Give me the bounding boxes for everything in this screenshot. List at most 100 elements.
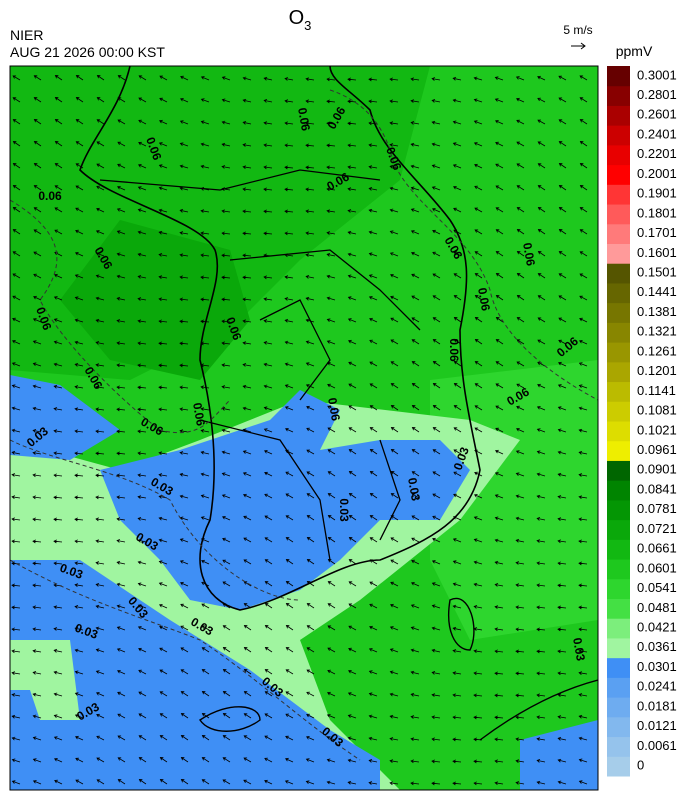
colorbar-swatch	[607, 85, 630, 106]
colorbar-swatch	[607, 578, 630, 599]
colorbar-swatch	[607, 125, 630, 146]
colorbar-swatch	[607, 184, 630, 205]
field-region	[10, 375, 120, 460]
colorbar-label: 0.0121	[637, 718, 677, 733]
wind-reference: 5 m/s	[563, 23, 592, 37]
contour-label: 0.03	[570, 637, 588, 663]
colorbar-label: 0.0841	[637, 481, 677, 496]
colorbar-swatch	[607, 677, 630, 698]
contour-label: 0.06	[520, 242, 538, 268]
colorbar-label: 0.1801	[637, 205, 677, 220]
colorbar-swatch	[607, 756, 630, 777]
colorbar-swatch	[607, 440, 630, 461]
colorbar-label: 0.1321	[637, 324, 677, 339]
colorbar-label: 0.1261	[637, 343, 677, 358]
colorbar-label: 0.2601	[637, 107, 677, 122]
colorbar-label: 0.1601	[637, 245, 677, 260]
colorbar-swatch	[607, 736, 630, 757]
colorbar-label: 0.1701	[637, 225, 677, 240]
colorbar-swatch	[607, 539, 630, 560]
colorbar-swatch	[607, 302, 630, 323]
colorbar-label: 0.0601	[637, 560, 677, 575]
colorbar-label: 0.1441	[637, 284, 677, 299]
colorbar-swatch	[607, 282, 630, 304]
colorbar-swatch	[607, 618, 630, 639]
colorbar-swatch	[607, 460, 630, 481]
colorbar-swatch	[607, 361, 630, 383]
wind-reference-arrow	[571, 42, 586, 50]
contour-label: 0.06	[475, 287, 493, 313]
map-frame	[9, 65, 599, 791]
colorbar-label: 0.0661	[637, 541, 677, 556]
contour-label: 0.06	[447, 338, 461, 362]
colorbar-label: 0.0361	[637, 639, 677, 654]
colorbar-label: 0.0481	[637, 600, 677, 615]
contour-label: 0.06	[38, 189, 62, 203]
colorbar-swatch	[607, 716, 630, 738]
colorbar-swatch	[607, 598, 630, 619]
contour-label: 0.06	[295, 107, 313, 133]
contour-label: 0.03	[405, 477, 423, 503]
colorbar-swatch	[607, 144, 630, 166]
field-region	[10, 560, 380, 790]
field-region	[10, 640, 80, 720]
field-region	[100, 390, 470, 610]
colorbar: 0 0.0061 0.0121 0.0181 0.0241 0.0301 0.0361 0.0…	[607, 66, 677, 777]
colorbar-label: 0.0961	[637, 442, 677, 457]
colorbar-swatch	[607, 223, 630, 244]
colorbar-label: 0.0241	[637, 679, 677, 694]
colorbar-swatch	[607, 322, 630, 343]
map: 0.060.060.060.060.060.06 0.060.060.060.06…	[9, 65, 599, 791]
colorbar-label: 0.0061	[637, 738, 677, 753]
colorbar-label: 0.1021	[637, 422, 677, 437]
colorbar-swatch	[607, 105, 630, 126]
colorbar-label: 0.2401	[637, 126, 677, 141]
colorbar-swatch	[607, 342, 630, 363]
colorbar-swatch	[607, 164, 630, 185]
colorbar-label: 0.0721	[637, 521, 677, 536]
title-main: O	[289, 7, 305, 29]
contour-label: 0.06	[190, 402, 208, 428]
colorbar-swatch	[607, 263, 630, 284]
colorbar-label: 0.0181	[637, 698, 677, 713]
colorbar-label: 0	[637, 758, 644, 773]
colorbar-swatch	[607, 519, 630, 540]
colorbar-swatch	[607, 66, 630, 87]
contour-label: 0.03	[337, 498, 351, 522]
colorbar-swatch	[607, 480, 630, 501]
colorbar-swatch	[607, 697, 630, 718]
title: O3	[289, 7, 312, 33]
colorbar-swatch	[607, 657, 630, 678]
coastline	[79, 66, 481, 611]
contour-line	[10, 439, 361, 761]
colorbar-label: 0.0781	[637, 501, 677, 516]
colorbar-label: 0.0901	[637, 462, 677, 477]
timestamp: AUG 21 2026 00:00 KST	[10, 44, 165, 60]
colorbar-swatch	[607, 204, 630, 225]
colorbar-label: 0.1081	[637, 403, 677, 418]
title-subscript: 3	[304, 18, 311, 33]
colorbar-label: 0.1381	[637, 304, 677, 319]
contour-label: 0.06	[325, 397, 343, 423]
colorbar-label: 0.1901	[637, 186, 677, 201]
colorbar-label: 0.0421	[637, 620, 677, 635]
colorbar-swatch	[607, 499, 630, 521]
agency: NIER	[10, 27, 43, 43]
colorbar-swatch	[607, 401, 630, 422]
colorbar-swatch	[607, 559, 630, 580]
contour-line	[10, 89, 598, 434]
colorbar-swatch	[607, 243, 630, 264]
colorbar-unit: ppmV	[616, 43, 653, 59]
colorbar-label: 0.1201	[637, 363, 677, 378]
coastline	[199, 597, 598, 741]
colorbar-label: 0.3001	[637, 67, 677, 82]
colorbar-label: 0.2001	[637, 166, 677, 181]
colorbar-swatch	[607, 637, 630, 659]
colorbar-label: 0.0541	[637, 580, 677, 595]
colorbar-label: 0.1141	[637, 383, 676, 398]
colorbar-swatch	[607, 421, 630, 442]
colorbar-swatch	[607, 381, 630, 402]
colorbar-label: 0.1501	[637, 265, 677, 280]
colorbar-label: 0.2201	[637, 146, 677, 161]
